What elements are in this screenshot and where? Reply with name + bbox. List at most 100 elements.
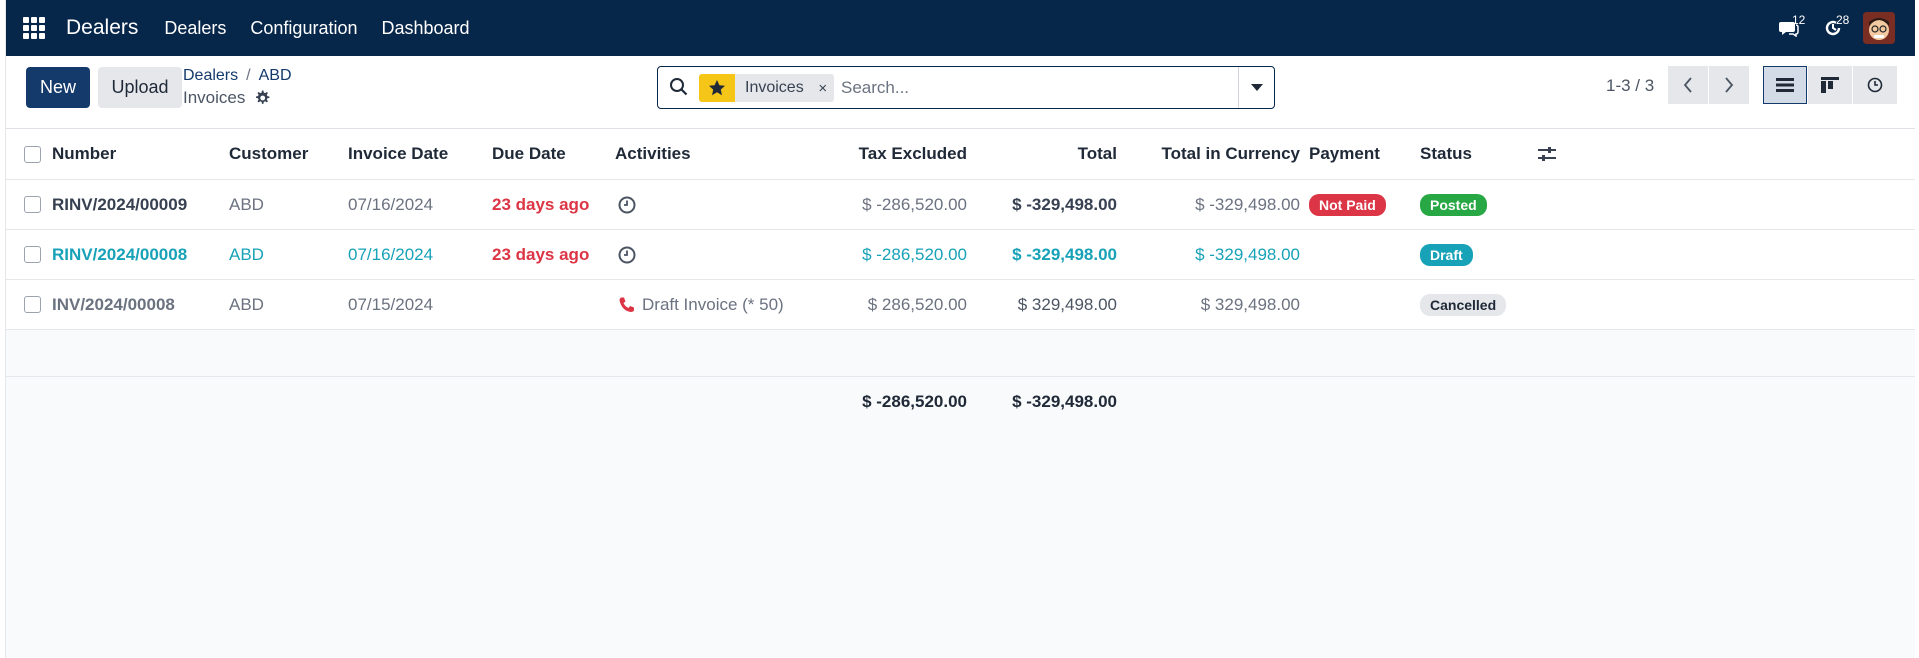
column-activities[interactable]: Activities [615, 144, 691, 163]
pager-next-button[interactable] [1709, 66, 1749, 104]
messages-button[interactable]: 12 [1767, 0, 1811, 56]
search-icon[interactable] [669, 77, 689, 97]
avatar-icon [1863, 12, 1895, 44]
page-title: Invoices [183, 88, 271, 108]
column-total-in-currency[interactable]: Total in Currency [1161, 144, 1300, 163]
top-navbar: Dealers Dealers Configuration Dashboard … [6, 0, 1915, 56]
cell-total-in-currency: $ -329,498.00 [1195, 194, 1300, 214]
cell-number: INV/2024/00008 [52, 294, 175, 314]
phone-icon[interactable] [618, 296, 636, 314]
column-status[interactable]: Status [1420, 144, 1472, 163]
table-row[interactable]: RINV/2024/00009 ABD 07/16/2024 23 days a… [6, 180, 1915, 230]
cell-total: $ -329,498.00 [1012, 244, 1117, 264]
facet-remove-button[interactable]: × [818, 79, 828, 97]
app-brand[interactable]: Dealers [66, 16, 139, 39]
current-view-title: Invoices [183, 88, 246, 107]
star-icon [709, 80, 725, 96]
cell-customer: ABD [229, 244, 264, 264]
activity-clock-icon[interactable] [618, 246, 636, 264]
totals-row: $ -286,520.00 $ -329,498.00 [6, 377, 1915, 427]
row-checkbox[interactable] [24, 246, 41, 263]
search-bar: Invoices × [657, 66, 1275, 109]
facet-label: Invoices [745, 79, 804, 96]
list-view-button[interactable] [1763, 66, 1807, 104]
column-total[interactable]: Total [1077, 144, 1117, 163]
invoice-list: Number Customer Invoice Date Due Date Ac… [6, 129, 1915, 427]
clock-icon [1867, 77, 1883, 93]
menu-configuration[interactable]: Configuration [250, 17, 358, 38]
activity-view-button[interactable] [1853, 66, 1897, 104]
cell-invoice-date: 07/16/2024 [348, 194, 434, 214]
search-facet: Invoices × [699, 74, 834, 102]
upload-button[interactable]: Upload [98, 67, 182, 108]
clock-icon [1825, 20, 1841, 36]
cell-tax-excluded: $ -286,520.00 [862, 244, 967, 264]
row-checkbox[interactable] [24, 296, 41, 313]
gear-icon[interactable] [253, 89, 271, 107]
pager-value[interactable]: 1-3 / 3 [1606, 76, 1655, 95]
breadcrumb-separator: / [246, 67, 251, 84]
new-button[interactable]: New [26, 67, 90, 108]
chevron-right-icon [1725, 77, 1734, 93]
breadcrumb: Dealers / ABD [183, 67, 292, 85]
menu-dealers[interactable]: Dealers [164, 17, 227, 38]
cell-due-date: 23 days ago [492, 194, 590, 214]
pager-previous-button[interactable] [1668, 66, 1708, 104]
empty-list-area [6, 427, 1915, 658]
column-customer[interactable]: Customer [229, 144, 309, 163]
user-avatar[interactable] [1863, 12, 1895, 44]
table-row[interactable]: RINV/2024/00008 ABD 07/16/2024 23 days a… [6, 230, 1915, 280]
activity-summary: Draft Invoice (* 50) [642, 294, 784, 314]
payment-badge: Not Paid [1309, 193, 1386, 216]
caret-down-icon [1250, 83, 1263, 91]
cell-invoice-date: 07/15/2024 [348, 294, 434, 314]
activities-button[interactable]: 28 [1811, 0, 1855, 56]
menu-dashboard[interactable]: Dashboard [381, 17, 470, 38]
activity-clock-icon[interactable] [618, 196, 636, 214]
cell-customer: ABD [229, 294, 264, 314]
status-badge: Draft [1420, 243, 1473, 266]
search-options-toggle[interactable] [1238, 67, 1274, 108]
total-tax-excluded: $ -286,520.00 [862, 392, 967, 411]
cell-number: RINV/2024/00009 [52, 194, 188, 214]
cell-total-in-currency: $ -329,498.00 [1195, 244, 1300, 264]
column-tax-excluded[interactable]: Tax Excluded [858, 144, 967, 163]
systray: 12 28 [1767, 0, 1915, 56]
cell-tax-excluded: $ 286,520.00 [867, 294, 967, 314]
column-payment[interactable]: Payment [1309, 144, 1380, 163]
messages-count: 12 [1792, 13, 1806, 27]
activities-count: 28 [1836, 13, 1850, 27]
cell-total: $ -329,498.00 [1012, 194, 1117, 214]
status-badge: Posted [1420, 193, 1487, 216]
breadcrumb-abd[interactable]: ABD [258, 67, 292, 84]
cell-number: RINV/2024/00008 [52, 244, 188, 264]
chat-icon [1779, 22, 1799, 37]
grid-icon [23, 17, 45, 39]
list-icon [1776, 78, 1794, 92]
app-frame: Dealers Dealers Configuration Dashboard … [5, 0, 1915, 658]
cell-tax-excluded: $ -286,520.00 [862, 194, 967, 214]
cell-invoice-date: 07/16/2024 [348, 244, 434, 264]
control-panel: New Upload Dealers / ABD Invoices [6, 56, 1915, 129]
cell-customer: ABD [229, 194, 264, 214]
column-due-date[interactable]: Due Date [492, 144, 566, 163]
select-all-checkbox[interactable] [24, 145, 41, 163]
optional-columns-icon[interactable] [1538, 146, 1556, 162]
status-badge: Cancelled [1420, 293, 1507, 316]
kanban-view-button[interactable] [1808, 66, 1852, 104]
favorite-filter [699, 74, 735, 102]
apps-menu-button[interactable] [6, 0, 62, 56]
breadcrumb-dealers[interactable]: Dealers [183, 67, 239, 84]
chevron-left-icon [1683, 77, 1692, 93]
row-checkbox[interactable] [24, 196, 41, 213]
total-amount: $ -329,498.00 [1012, 392, 1117, 411]
empty-row [6, 330, 1915, 377]
column-invoice-date[interactable]: Invoice Date [348, 144, 449, 163]
column-number[interactable]: Number [52, 144, 117, 163]
cell-total-in-currency: $ 329,498.00 [1200, 294, 1300, 314]
cell-total: $ 329,498.00 [1017, 294, 1117, 314]
table-header: Number Customer Invoice Date Due Date Ac… [6, 129, 1915, 180]
table-row[interactable]: INV/2024/00008 ABD 07/15/2024 Draft Invo… [6, 280, 1915, 330]
kanban-icon [1821, 77, 1839, 93]
search-input[interactable] [841, 76, 1221, 100]
